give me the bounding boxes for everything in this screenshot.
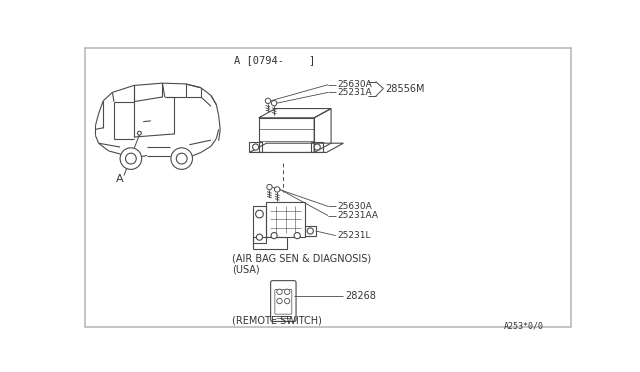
Circle shape	[171, 148, 193, 169]
Bar	[305, 225, 316, 236]
Text: 25231AA: 25231AA	[337, 211, 378, 220]
Text: (REMOTE SWITCH): (REMOTE SWITCH)	[232, 315, 322, 325]
Circle shape	[314, 144, 320, 150]
Text: (USA): (USA)	[232, 264, 259, 275]
Text: 25231L: 25231L	[337, 231, 371, 240]
Circle shape	[275, 187, 280, 192]
Circle shape	[285, 298, 290, 304]
Circle shape	[253, 144, 259, 150]
Circle shape	[120, 148, 141, 169]
Circle shape	[125, 153, 136, 164]
Text: 25630A: 25630A	[337, 80, 372, 89]
Text: A253*0/0: A253*0/0	[504, 322, 543, 331]
Circle shape	[271, 100, 276, 106]
Bar	[311, 142, 323, 153]
Circle shape	[267, 185, 272, 190]
Bar	[253, 206, 266, 243]
Circle shape	[307, 228, 314, 234]
Circle shape	[294, 232, 300, 239]
Circle shape	[257, 234, 262, 240]
Text: 28556M: 28556M	[385, 84, 424, 93]
Circle shape	[255, 210, 263, 218]
Bar	[259, 118, 314, 153]
Circle shape	[271, 232, 277, 239]
Text: A: A	[116, 174, 124, 184]
Text: (AIR BAG SEN & DIAGNOSIS): (AIR BAG SEN & DIAGNOSIS)	[232, 254, 371, 264]
Bar	[266, 202, 305, 237]
Text: 25231A: 25231A	[337, 88, 372, 97]
Circle shape	[176, 153, 187, 164]
Circle shape	[285, 289, 290, 295]
Circle shape	[138, 131, 141, 135]
Circle shape	[265, 98, 271, 103]
Text: A [0794-    ]: A [0794- ]	[234, 55, 316, 65]
Bar	[253, 237, 287, 250]
Text: 25630A: 25630A	[337, 202, 372, 211]
Text: 28268: 28268	[345, 291, 376, 301]
Circle shape	[276, 289, 282, 295]
Circle shape	[276, 298, 282, 304]
Bar	[250, 142, 262, 153]
